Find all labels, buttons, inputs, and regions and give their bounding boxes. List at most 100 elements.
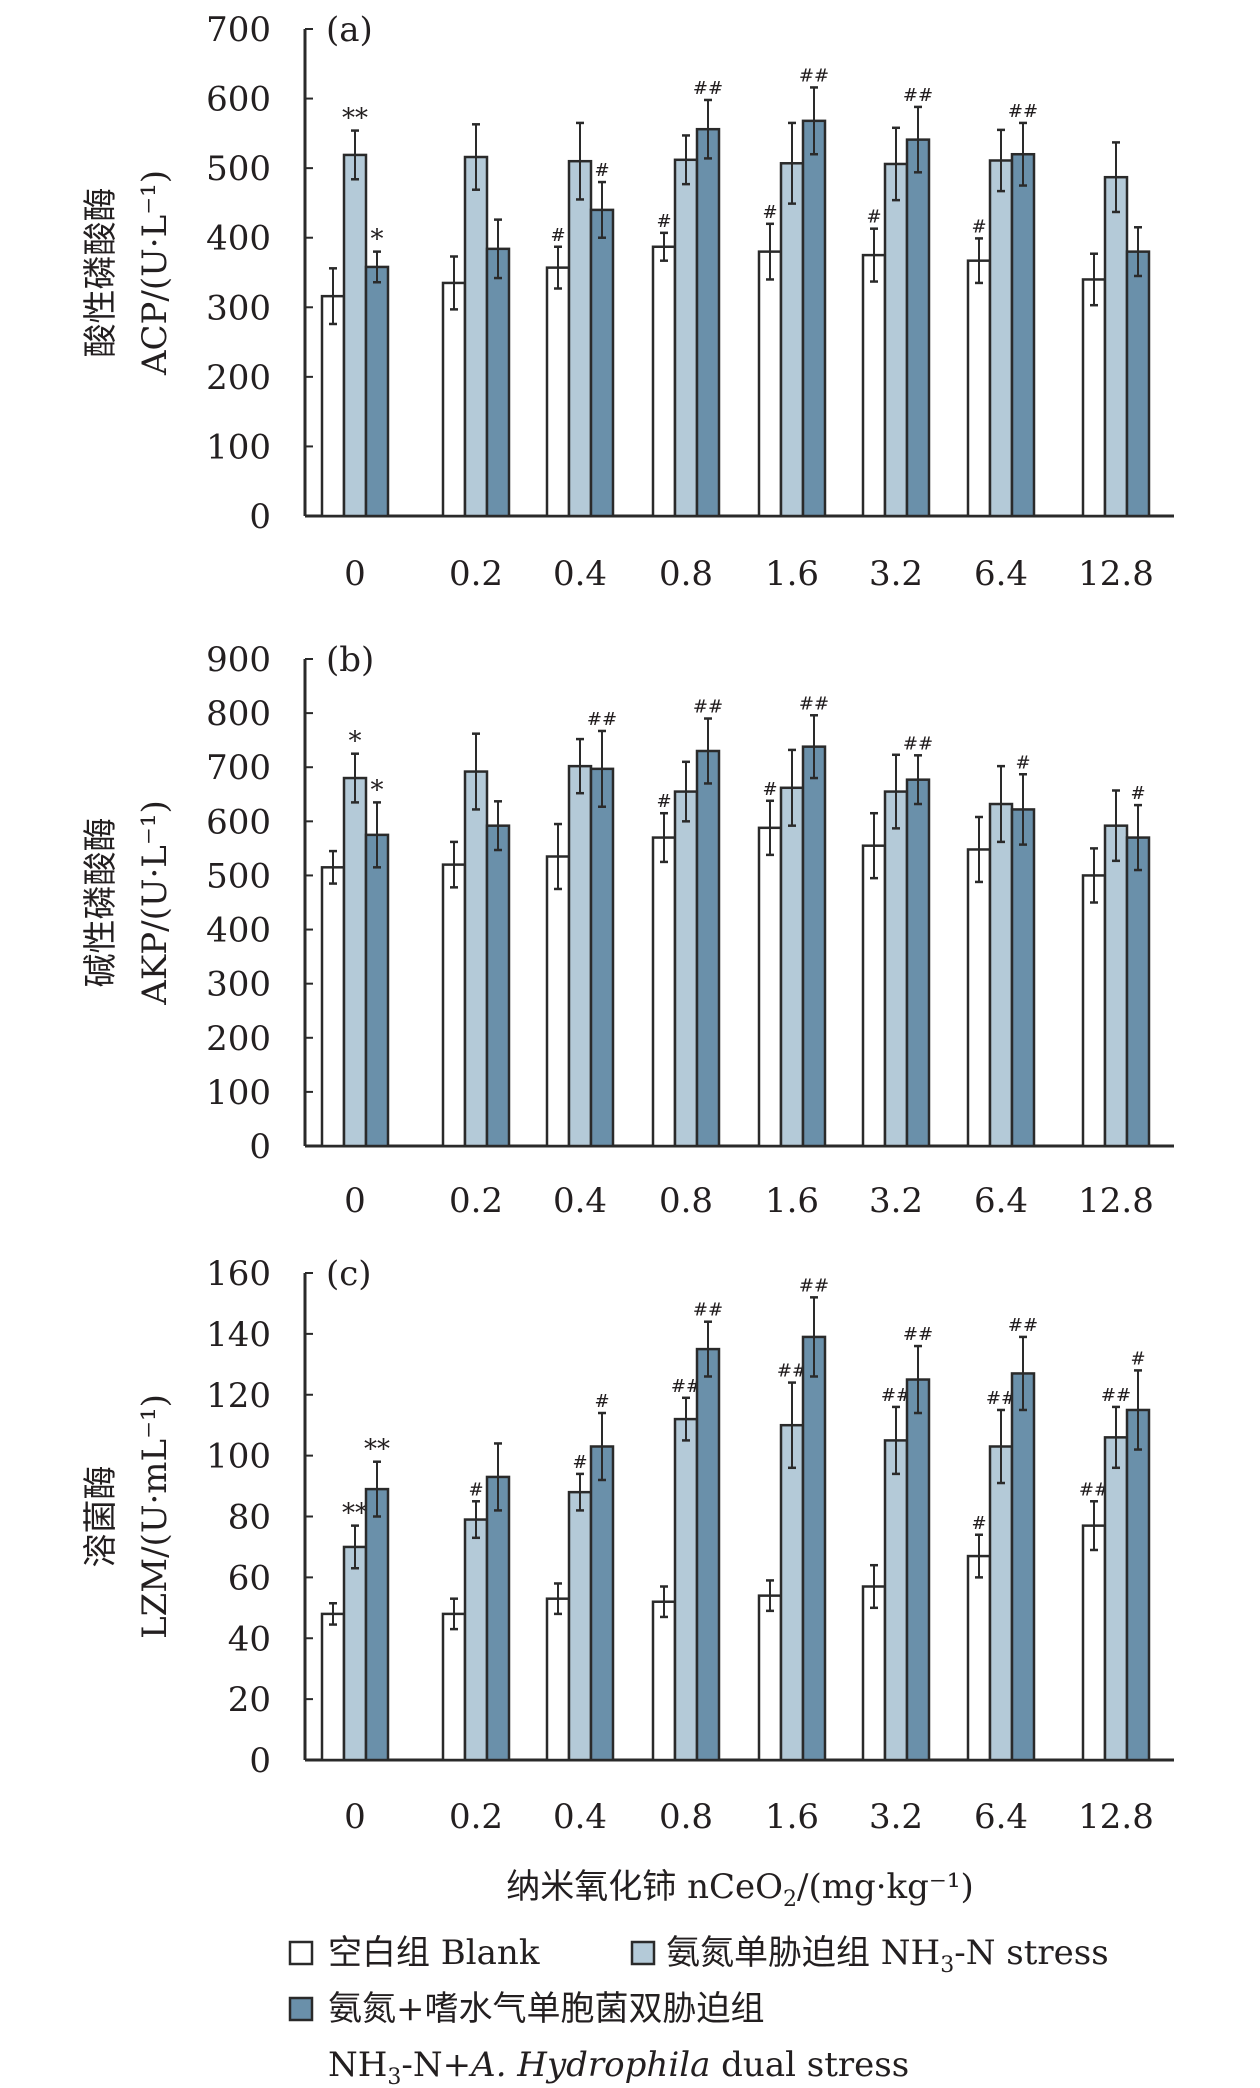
x-tick-label: 0.4 [553, 554, 607, 594]
x-tick-label: 3.2 [869, 1181, 923, 1221]
legend-label-blank: 空白组 Blank [328, 1933, 540, 1973]
bar-stress [567, 1490, 593, 1762]
y-tick-label: 300 [206, 288, 271, 328]
significance-mark: # [594, 1391, 609, 1412]
panel-label: (c) [326, 1254, 372, 1294]
x-tick-label: 0 [344, 1181, 366, 1221]
y-tick-label: 100 [206, 1073, 271, 1113]
bar-dual [1010, 152, 1036, 518]
bar-dual [801, 119, 827, 518]
panel-b: 0 100 200 300 400 500 600 700 800 900 (b) 碱性磷酸酶 AKP/… [81, 640, 1174, 1221]
bar-stress [779, 786, 805, 1148]
bar-blank [1081, 278, 1107, 518]
y-tick-label: 40 [228, 1619, 271, 1659]
bar-stress [673, 1417, 699, 1762]
bar-stress [342, 776, 368, 1148]
bar-stress [1103, 1436, 1129, 1762]
significance-mark: # [656, 791, 671, 812]
bar-blank [1081, 1524, 1107, 1762]
bar-stress [988, 802, 1014, 1148]
bar-stress [883, 1439, 909, 1762]
bar-dual [905, 778, 931, 1148]
x-tick-label: 12.8 [1078, 554, 1154, 594]
bar-stress [673, 158, 699, 518]
legend-label-stress: 氨氮单胁迫组 NH3-N stress [666, 1933, 1109, 1978]
bar-dual [801, 745, 827, 1148]
bar-dual [1125, 250, 1151, 518]
legend-swatch-dual [288, 1996, 314, 2022]
significance-mark: * [371, 775, 384, 805]
significance-mark: # [762, 202, 777, 223]
bar-stress [567, 159, 593, 518]
significance-mark: # [1130, 1348, 1145, 1369]
significance-mark: ** [342, 104, 368, 134]
bar-stress [988, 1445, 1014, 1762]
x-tick-label: 12.8 [1078, 1797, 1154, 1837]
x-axis-label: 纳米氧化铈 nCeO2/(mg·kg⁻¹) [506, 1867, 973, 1912]
significance-mark: # [971, 1513, 986, 1534]
y-tick-label: 160 [206, 1254, 271, 1294]
significance-mark: * [349, 727, 362, 757]
y-tick-label: 140 [206, 1315, 271, 1355]
significance-mark: ## [1101, 1385, 1131, 1406]
bar-dual [1010, 1372, 1036, 1762]
bar-blank [861, 1585, 887, 1762]
bar-blank [545, 266, 571, 518]
legend-swatch-stress [630, 1940, 656, 1966]
bar-blank [966, 848, 992, 1148]
x-tick-label: 0.2 [449, 1797, 503, 1837]
bar-dual [905, 1378, 931, 1762]
y-axis-label-cn: 溶菌酶 [81, 1466, 121, 1568]
y-tick-label: 100 [206, 427, 271, 467]
bar-stress [463, 770, 489, 1148]
bar-blank [651, 245, 677, 518]
bar-stress [1103, 175, 1129, 518]
y-tick-label: 120 [206, 1376, 271, 1416]
significance-mark: ** [364, 1435, 390, 1465]
x-tick-label: 0.8 [659, 1181, 713, 1221]
significance-mark: # [572, 1452, 587, 1473]
bar-stress [988, 159, 1014, 518]
y-tick-label: 500 [206, 856, 271, 896]
bar-stress [342, 1545, 368, 1762]
y-axis-label-en: ACP/(U·L⁻¹) [135, 170, 175, 376]
bar-dual [589, 1445, 615, 1762]
bar-blank [320, 1612, 346, 1762]
bar-stress [463, 1518, 489, 1762]
bar-dual [364, 1487, 390, 1762]
x-tick-label: 12.8 [1078, 1181, 1154, 1221]
y-tick-label: 100 [206, 1437, 271, 1477]
legend-text: -N+ [401, 2045, 471, 2085]
significance-mark: ## [671, 1376, 701, 1397]
bar-stress [342, 153, 368, 518]
panel-a: 0 100 200 300 400 500 600 700 (a) 酸性磷酸酶 ACP/(U·L⁻¹… [81, 10, 1174, 594]
bar-stress [673, 790, 699, 1148]
bar-dual [364, 265, 390, 518]
bar-blank [441, 863, 467, 1148]
legend-label-dual: 氨氮+嗜水气单胞菌双胁迫组 [328, 1989, 765, 2029]
y-tick-label: 400 [206, 219, 271, 259]
bar-blank [1081, 874, 1107, 1148]
bar-stress [567, 764, 593, 1148]
significance-mark: ## [986, 1388, 1016, 1409]
bar-dual [695, 1347, 721, 1762]
x-tick-label: 3.2 [869, 554, 923, 594]
x-axis-label-main: 纳米氧化铈 nCeO [506, 1867, 783, 1907]
bar-stress [883, 790, 909, 1148]
significance-mark: ## [693, 1300, 723, 1321]
bar-dual [485, 1475, 511, 1762]
bar-dual [485, 247, 511, 518]
bar-stress [1103, 824, 1129, 1148]
bar-dual [485, 824, 511, 1148]
x-tick-label: 1.6 [765, 1181, 819, 1221]
legend-text: -N stress [954, 1933, 1108, 1973]
bar-blank [757, 1594, 783, 1762]
y-tick-label: 80 [228, 1498, 271, 1538]
x-tick-label: 0.4 [553, 1797, 607, 1837]
bar-blank [861, 844, 887, 1148]
y-tick-label: 700 [206, 10, 271, 50]
y-tick-label: 600 [206, 802, 271, 842]
bar-stress [779, 1423, 805, 1762]
bar-dual [1125, 1408, 1151, 1762]
significance-mark: ## [1079, 1479, 1109, 1500]
